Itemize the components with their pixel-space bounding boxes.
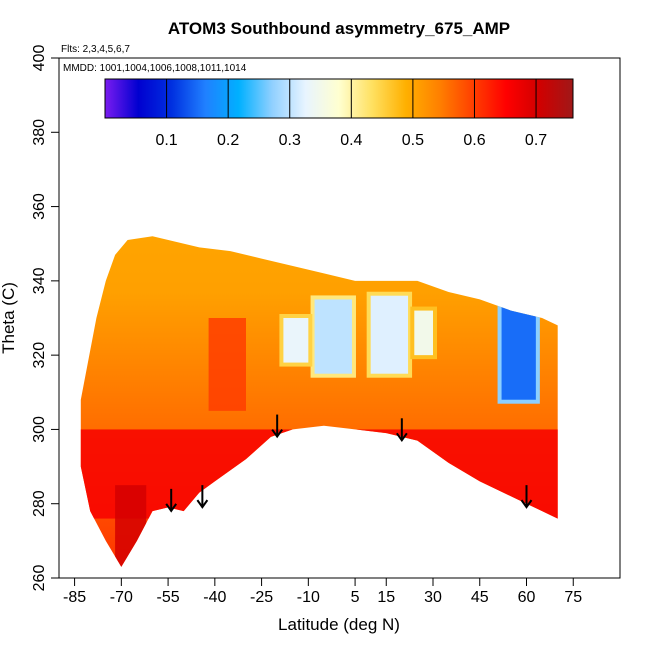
arrow-4 [520, 485, 533, 509]
blue-region-0 [501, 295, 536, 400]
x-tick-label-1: -70 [110, 589, 133, 606]
flights-note: Flts: 2,3,4,5,6,7 [61, 44, 130, 55]
x-tick-label-9: 45 [471, 589, 489, 606]
red-region-1 [115, 485, 147, 567]
x-tick-label-11: 75 [564, 589, 582, 606]
y-tick-label-2: 300 [31, 416, 48, 443]
y-tick-label-6: 380 [31, 119, 48, 146]
x-axis: -85 -70 -55 -40 -25 -10 5 15 30 45 60 75 [59, 577, 620, 606]
dates-note: MMDD: 1001,1004,1006,1008,1011,1014 [63, 63, 247, 74]
chart-title: ATOM3 Southbound asymmetry_675_AMP [168, 19, 510, 38]
colorbar-tick-label-1: 0.2 [217, 132, 239, 149]
colorbar-tick-label-5: 0.6 [463, 132, 485, 149]
colorbar [104, 78, 574, 119]
arrow-1 [196, 485, 209, 509]
x-tick-label-0: -85 [63, 589, 86, 606]
colorbar-tick-label-6: 0.7 [525, 132, 547, 149]
arrow-3 [396, 418, 408, 443]
arrow-2 [271, 414, 283, 439]
blue-region-2 [370, 295, 409, 374]
x-tick-label-5: -10 [297, 589, 320, 606]
x-tick-label-4: -25 [250, 589, 273, 606]
blue-region-4 [414, 310, 433, 356]
blue-region-3 [283, 318, 309, 363]
arrows [165, 414, 533, 513]
x-tick-label-10: 60 [518, 589, 536, 606]
colorbar-tick-label-3: 0.4 [340, 132, 362, 149]
x-tick-label-6: 5 [351, 589, 360, 606]
y-axis-label: Theta (C) [0, 282, 18, 354]
x-tick-label-2: -55 [157, 589, 180, 606]
y-tick-label-4: 340 [31, 267, 48, 294]
y-tick-label-7: 400 [31, 45, 48, 72]
y-tick-label-5: 360 [31, 193, 48, 220]
colorbar-tick-label-2: 0.3 [279, 132, 301, 149]
y-tick-label-1: 280 [31, 490, 48, 517]
colorbar-tick-label-0: 0.1 [155, 132, 177, 149]
x-tick-label-7: 15 [377, 589, 395, 606]
y-tick-label-0: 260 [31, 565, 48, 592]
colorbar-ticks: 0.1 0.2 0.3 0.4 0.5 0.6 0.7 [155, 79, 547, 149]
arrow-0 [165, 488, 178, 513]
y-tick-label-3: 320 [31, 342, 48, 369]
colorbar-tick-label-4: 0.5 [402, 132, 424, 149]
x-tick-label-3: -40 [203, 589, 226, 606]
x-axis-label: Latitude (deg N) [278, 615, 400, 634]
x-tick-label-8: 30 [424, 589, 442, 606]
y-axis: 260 280 300 320 340 360 380 400 [31, 45, 59, 592]
red-region-2 [208, 318, 246, 411]
blue-region-1 [314, 299, 352, 374]
